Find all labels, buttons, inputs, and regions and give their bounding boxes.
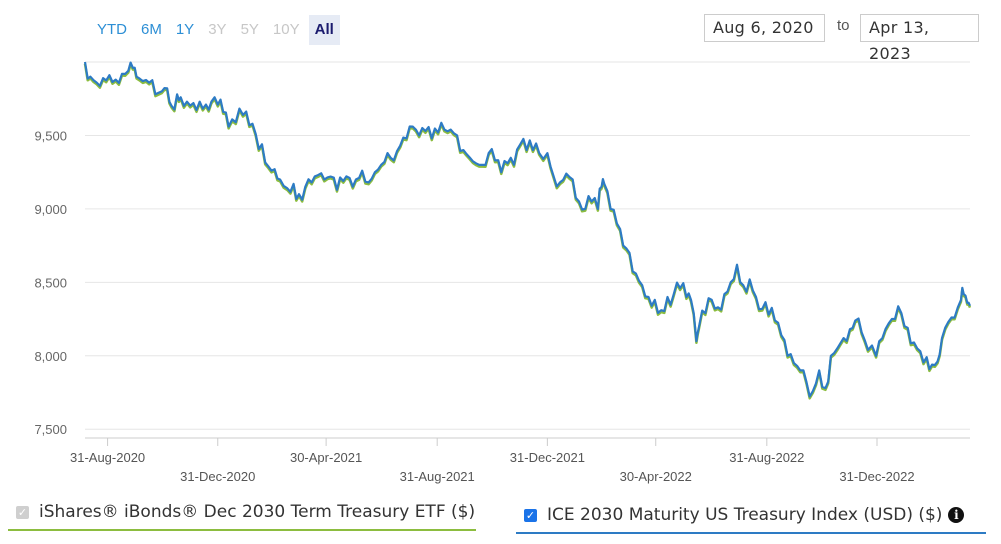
x-axis: 31-Aug-2020 31-Dec-2020 30-Apr-2021 31-Aug-…: [70, 437, 970, 484]
checkbox-icon[interactable]: ✓: [524, 508, 537, 522]
x-tick-label: 31-Aug-2021: [400, 469, 475, 484]
date-range-separator: to: [837, 17, 850, 34]
y-tick-label: 8,000: [34, 349, 67, 364]
x-tick-label: 30-Apr-2022: [620, 469, 692, 484]
start-date-input[interactable]: Aug 6, 2020: [704, 14, 825, 42]
range-button-6m[interactable]: 6M: [141, 21, 162, 38]
series-lines: [83, 61, 972, 400]
chart-grid: [85, 61, 970, 430]
x-tick-label: 31-Dec-2021: [510, 450, 585, 465]
x-tick-label: 30-Apr-2021: [290, 450, 362, 465]
index-series-line: [83, 61, 972, 398]
y-tick-label: 7,500: [34, 422, 67, 437]
end-date-input[interactable]: Apr 13, 2023: [860, 14, 979, 63]
legend-etf-label: iShares® iBonds® Dec 2030 Term Treasury …: [39, 502, 476, 522]
range-button-10y[interactable]: 10Y: [272, 21, 300, 38]
y-axis: 7,500 8,000 8,500 9,000 9,500: [34, 128, 67, 437]
range-button-ytd[interactable]: YTD: [97, 21, 127, 38]
y-tick-label: 8,500: [34, 275, 67, 290]
y-tick-label: 9,000: [34, 202, 67, 217]
range-button-3y[interactable]: 3Y: [208, 21, 227, 38]
legend-etf[interactable]: ✓ iShares® iBonds® Dec 2030 Term Treasur…: [8, 495, 476, 531]
x-tick-label: 31-Dec-2020: [180, 469, 255, 484]
range-button-5y[interactable]: 5Y: [240, 21, 259, 38]
range-button-all[interactable]: All: [308, 15, 340, 45]
x-tick-label: 31-Aug-2020: [70, 450, 145, 465]
x-tick-label: 31-Aug-2022: [729, 450, 804, 465]
legend-index[interactable]: ✓ ICE 2030 Maturity US Treasury Index (U…: [516, 498, 986, 534]
y-tick-label: 9,500: [34, 128, 67, 143]
legend-index-label: ICE 2030 Maturity US Treasury Index (USD…: [547, 505, 943, 525]
info-icon[interactable]: i: [948, 507, 965, 523]
range-selector: YTD 6M 1Y 3Y 5Y 10Y All: [92, 15, 344, 45]
range-button-1y[interactable]: 1Y: [175, 21, 195, 38]
x-tick-label: 31-Dec-2022: [839, 469, 914, 484]
checkbox-icon[interactable]: ✓: [16, 505, 29, 519]
